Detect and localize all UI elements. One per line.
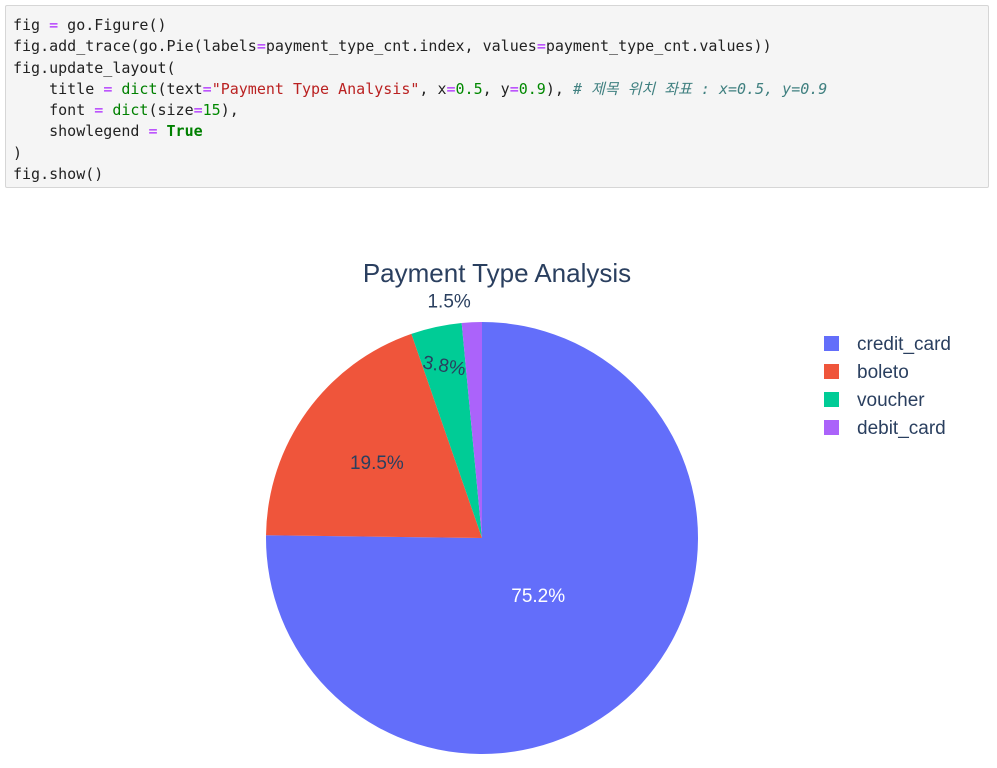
code-token: =	[509, 79, 519, 98]
code-token: dict	[121, 79, 158, 98]
code-token: =	[103, 79, 113, 98]
code-line: title = dict(text="Payment Type Analysis…	[13, 80, 827, 98]
pie-slice-labels: 75.2%19.5%3.8%1.5%	[350, 291, 565, 607]
code-token: dict	[112, 101, 149, 120]
code-token: =	[148, 122, 158, 141]
pie-chart-svg: Payment Type Analysis 75.2%19.5%3.8%1.5%…	[266, 258, 951, 754]
code-token: fig	[13, 16, 50, 34]
code-token: 0.5	[455, 79, 483, 98]
code-token: 15	[202, 101, 221, 120]
code-token: payment_type_cnt.values))	[545, 37, 772, 56]
code-token: , y	[482, 79, 510, 98]
legend-swatch[interactable]	[824, 420, 839, 435]
code-token	[103, 101, 112, 119]
code-line: font = dict(size=15),	[13, 101, 239, 119]
legend-swatch[interactable]	[824, 392, 839, 407]
code-line: )	[13, 144, 22, 162]
code-token: (size	[148, 101, 194, 120]
code-token: title	[13, 79, 104, 98]
code-token: True	[166, 122, 203, 141]
chart-title: Payment Type Analysis	[363, 258, 631, 288]
code-token: "Payment Type Analysis"	[211, 79, 420, 98]
code-line: fig.show()	[13, 165, 103, 183]
legend-item-label[interactable]: boleto	[857, 362, 909, 383]
code-token: fig.add_trace(go.Pie(labels	[13, 37, 257, 56]
legend-swatch[interactable]	[824, 364, 839, 379]
pie-slice-label: 75.2%	[511, 586, 565, 607]
code-token: =	[446, 79, 456, 98]
legend-item-label[interactable]: debit_card	[857, 418, 946, 439]
code-token: =	[193, 101, 203, 120]
code-token: fig.show()	[13, 165, 104, 184]
code-cell[interactable]: fig = go.Figure() fig.add_trace(go.Pie(l…	[5, 5, 989, 188]
pie-slice-debit-card[interactable]	[461, 322, 482, 538]
code-token: font	[13, 101, 95, 120]
code-token: payment_type_cnt.index, values	[265, 37, 537, 56]
code-token	[158, 122, 167, 140]
code-token: ),	[220, 101, 239, 120]
code-token: =	[94, 101, 104, 120]
code-token: =	[49, 16, 59, 34]
code-token: 0.9	[518, 79, 546, 98]
code-token: (text	[157, 79, 203, 98]
pie-slice-credit-card[interactable]	[266, 322, 699, 754]
legend-item-label[interactable]: credit_card	[857, 334, 951, 355]
pie-slice-boleto[interactable]	[266, 333, 482, 538]
code-token: , x	[419, 79, 447, 98]
code-line: fig.add_trace(go.Pie(labels=payment_type…	[13, 37, 772, 55]
code-token: =	[536, 37, 546, 56]
pie-slice-label: 1.5%	[427, 291, 470, 312]
code-token: fig.update_layout(	[13, 58, 176, 77]
legend-swatch[interactable]	[824, 336, 839, 351]
code-token: # 제목 위치 좌표 : x=0.5, y=0.9	[572, 79, 828, 98]
code-token: =	[202, 79, 212, 98]
code-token: go.Figure()	[58, 16, 167, 34]
pie-chart-plot[interactable]: Payment Type Analysis 75.2% 19.5% 3.8% 1.5%…	[0, 205, 997, 763]
code-block[interactable]: fig = go.Figure() fig.add_trace(go.Pie(l…	[6, 6, 988, 185]
code-token: =	[256, 37, 266, 56]
code-line: fig = go.Figure()	[13, 16, 167, 34]
code-token: ),	[545, 79, 573, 98]
pie-slices	[266, 322, 699, 754]
code-token: )	[13, 143, 23, 162]
code-line: fig.update_layout(	[13, 59, 176, 77]
legend-item-label[interactable]: voucher	[857, 390, 925, 411]
pie-slice-voucher[interactable]	[411, 322, 482, 538]
pie-slice-label: 19.5%	[350, 453, 404, 474]
code-line: showlegend = True	[13, 122, 203, 140]
code-token: showlegend	[13, 122, 149, 141]
